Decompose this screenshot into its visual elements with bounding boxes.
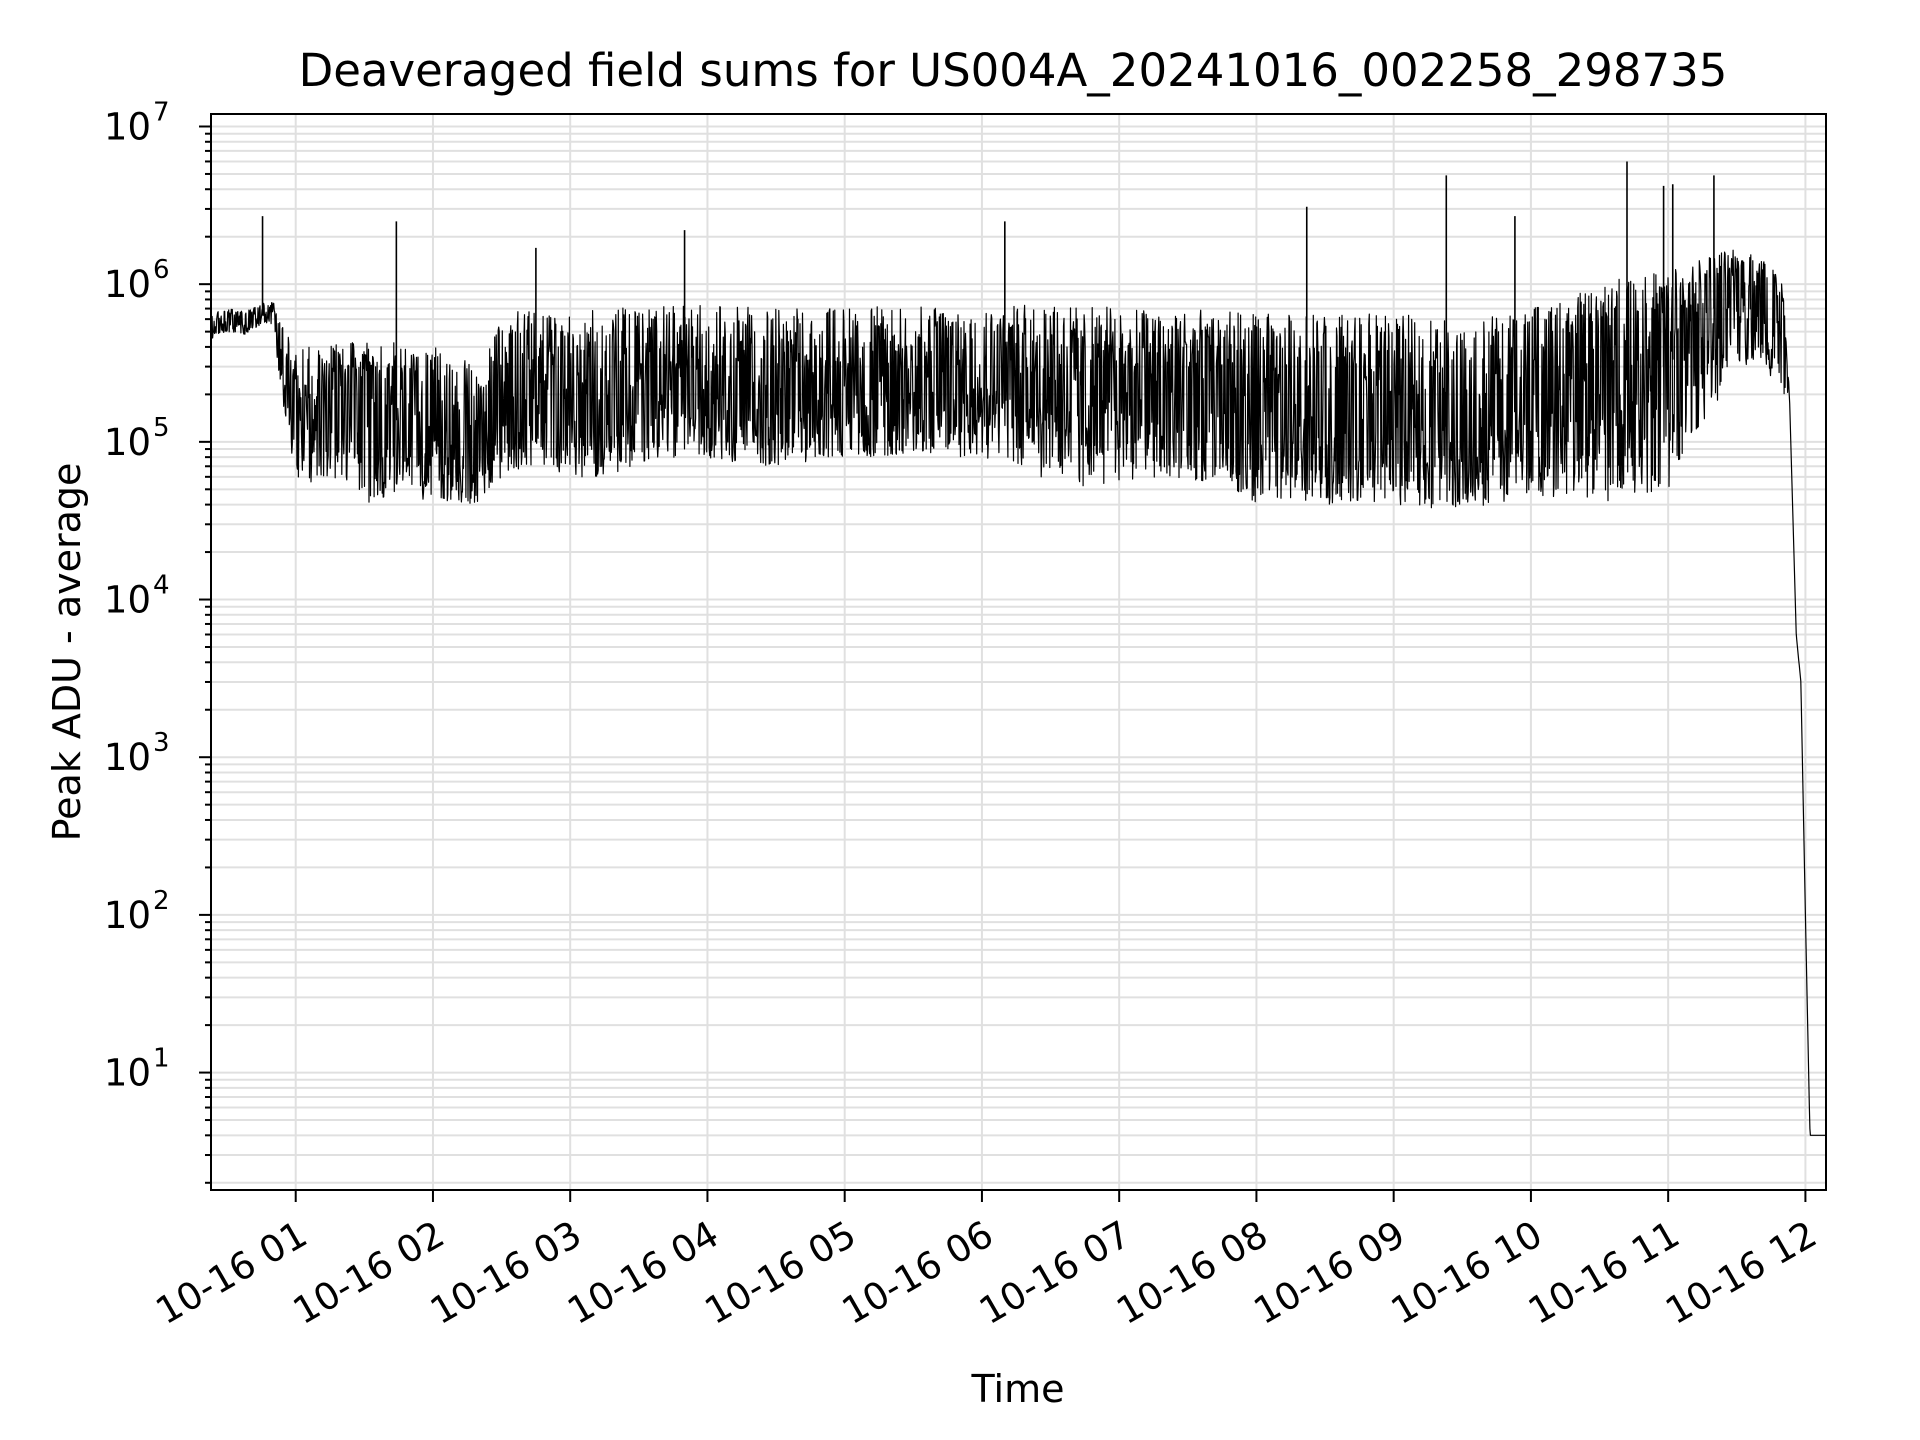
y-tick-label: 10: [104, 421, 151, 464]
y-tick-label: 10: [104, 263, 151, 306]
x-axis-label: Time: [971, 1367, 1065, 1411]
y-tick-base: 10: [104, 263, 151, 306]
y-tick-exponent: 4: [153, 571, 170, 601]
y-tick-exponent: 5: [153, 413, 170, 443]
y-tick-exponent: 3: [153, 728, 170, 758]
y-tick-base: 10: [104, 1052, 151, 1095]
y-tick-exponent: 6: [153, 255, 170, 285]
y-tick-label: 10: [104, 894, 151, 937]
y-tick-label: 10: [104, 105, 151, 148]
y-tick-exponent: 2: [153, 886, 170, 916]
chart-title: Deaveraged field sums for US004A_2024101…: [299, 44, 1728, 97]
y-axis-label: Peak ADU - average: [45, 463, 89, 842]
y-tick-label: 10: [104, 579, 151, 622]
y-tick-exponent: 1: [153, 1044, 170, 1074]
y-tick-base: 10: [104, 421, 151, 464]
y-tick-label: 10: [104, 1052, 151, 1095]
y-tick-base: 10: [104, 894, 151, 937]
y-tick-base: 10: [104, 579, 151, 622]
plot-frame: [210, 113, 1827, 1191]
y-tick-base: 10: [104, 736, 151, 779]
y-tick-label: 10: [104, 736, 151, 779]
data-layer: [210, 161, 1827, 1136]
y-tick-base: 10: [104, 105, 151, 148]
y-tick-exponent: 7: [153, 97, 170, 127]
series-line: [210, 249, 1827, 1136]
